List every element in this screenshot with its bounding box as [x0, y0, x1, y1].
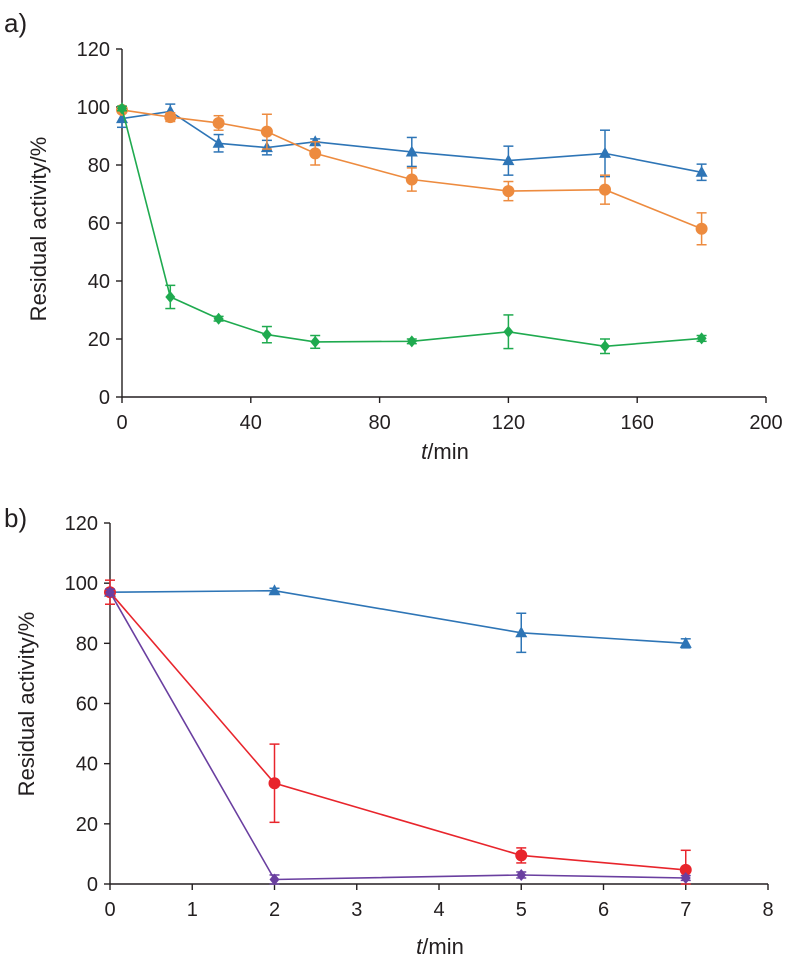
y-axis-label-a: Residual activity/% [26, 137, 51, 322]
x-tick-label-b: 6 [598, 899, 609, 921]
data-point [261, 328, 272, 341]
series-line [109, 591, 686, 871]
data-point [164, 111, 177, 124]
y-tick-label-b: 100 [65, 573, 98, 595]
y-tick-label-b: 60 [76, 694, 98, 716]
y-tick-label-b: 0 [87, 874, 98, 896]
data-point [502, 154, 515, 166]
x-axis-label-italic-b: t [416, 934, 423, 959]
series-orange-circles-a [116, 103, 708, 246]
x-tick-label-a: 40 [240, 412, 262, 434]
data-point [695, 222, 708, 235]
data-point [212, 116, 225, 129]
data-point [212, 136, 225, 148]
data-point [503, 325, 514, 338]
y-tick-label-a: 120 [77, 39, 110, 61]
data-point [515, 849, 528, 862]
plot-area-a [116, 102, 708, 355]
x-tick-label-a: 160 [621, 412, 654, 434]
data-point [117, 102, 127, 115]
x-axis-label-a: t/min [421, 439, 469, 464]
data-point [679, 636, 692, 648]
x-axis-label-unit-a: /min [427, 439, 469, 464]
y-tick-label-b: 20 [76, 814, 98, 836]
data-point [599, 146, 611, 158]
y-tick-label-a: 60 [88, 213, 110, 235]
data-point [165, 290, 176, 303]
data-point [516, 868, 527, 881]
series-blue-triangles-b [104, 584, 692, 654]
data-point [405, 173, 418, 186]
chart-panel-b: b) Residual activity/% t/min 02040608010… [4, 503, 774, 959]
y-tick-label-a: 100 [77, 97, 110, 119]
x-tick-label-a: 200 [749, 412, 782, 434]
data-point [679, 863, 692, 876]
x-tick-label-b: 0 [104, 899, 115, 921]
y-axis-label-b: Residual activity/% [14, 612, 39, 797]
data-point [696, 332, 707, 345]
x-tick-label-b: 1 [187, 899, 198, 921]
data-point [260, 125, 273, 138]
y-tick-label-b: 80 [76, 633, 98, 655]
series-line [109, 589, 686, 645]
y-tick-label-b: 40 [76, 754, 98, 776]
x-axis-label-unit-b: /min [422, 934, 464, 959]
x-tick-label-b: 2 [269, 899, 280, 921]
x-axis-label-italic-a: t [421, 439, 428, 464]
x-tick-label-b: 7 [680, 899, 691, 921]
data-point [680, 871, 691, 884]
data-point [695, 165, 708, 177]
data-point [406, 335, 417, 348]
y-tick-label-a: 20 [88, 329, 110, 351]
series-purple-diamonds-b [105, 586, 691, 886]
x-axis-label-b: t/min [416, 934, 464, 959]
series-red-circles-b [104, 579, 692, 885]
x-tick-label-a: 80 [368, 412, 390, 434]
chart-panel-a: a) Residual activity/% t/min 0 20 40 60 80 10… [4, 8, 783, 464]
data-point [309, 147, 322, 160]
data-point [213, 312, 224, 325]
data-point [405, 145, 418, 157]
x-tick-label-a: 0 [116, 412, 127, 434]
y-tick-label-a: 40 [88, 271, 110, 293]
y-tick-label-a: 80 [88, 155, 110, 177]
data-point [105, 586, 115, 599]
data-point [600, 340, 610, 353]
data-point [502, 185, 515, 198]
x-tick-label-b: 5 [516, 899, 527, 921]
x-tick-label-b: 8 [762, 899, 773, 921]
data-point [269, 873, 280, 886]
axes-a: 0 20 40 60 80 100 120 0 40 80 120 160 200 [77, 39, 783, 434]
data-point [268, 777, 281, 790]
plot-area-b [104, 579, 692, 886]
data-point [309, 135, 322, 147]
data-point [268, 584, 281, 596]
data-point [310, 335, 321, 348]
panel-label-a: a) [4, 8, 27, 38]
panel-label-b: b) [4, 503, 27, 533]
data-point [599, 183, 611, 196]
x-tick-label-a: 120 [492, 412, 525, 434]
data-point [515, 626, 528, 638]
y-tick-label-a: 0 [99, 387, 110, 409]
x-tick-label-b: 3 [351, 899, 362, 921]
series-green-diamonds-a [117, 102, 707, 355]
y-tick-label-b: 120 [65, 513, 98, 535]
x-tick-label-b: 4 [433, 899, 444, 921]
series-line [109, 591, 686, 881]
axes-b: 0 20 40 60 80 100 120 0 1 2 3 4 5 6 7 8 [65, 513, 774, 921]
